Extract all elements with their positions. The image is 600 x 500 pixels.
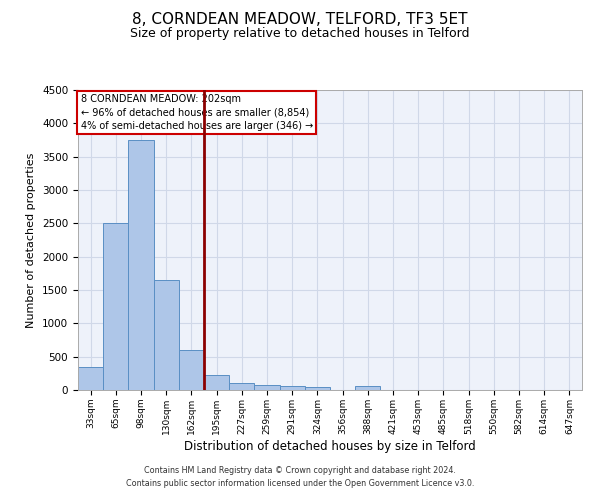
Bar: [179, 350, 204, 390]
Bar: [204, 375, 229, 390]
Bar: [128, 140, 154, 390]
Bar: [280, 386, 305, 390]
Bar: [78, 366, 103, 390]
Bar: [254, 384, 280, 390]
Text: 8 CORNDEAN MEADOW: 202sqm
← 96% of detached houses are smaller (8,854)
4% of sem: 8 CORNDEAN MEADOW: 202sqm ← 96% of detac…: [80, 94, 313, 131]
Bar: [355, 386, 380, 390]
Text: Contains HM Land Registry data © Crown copyright and database right 2024.
Contai: Contains HM Land Registry data © Crown c…: [126, 466, 474, 487]
Y-axis label: Number of detached properties: Number of detached properties: [26, 152, 37, 328]
Bar: [154, 280, 179, 390]
Bar: [103, 224, 128, 390]
Text: 8, CORNDEAN MEADOW, TELFORD, TF3 5ET: 8, CORNDEAN MEADOW, TELFORD, TF3 5ET: [132, 12, 468, 28]
Bar: [305, 388, 330, 390]
X-axis label: Distribution of detached houses by size in Telford: Distribution of detached houses by size …: [184, 440, 476, 452]
Bar: [229, 382, 254, 390]
Text: Size of property relative to detached houses in Telford: Size of property relative to detached ho…: [130, 28, 470, 40]
